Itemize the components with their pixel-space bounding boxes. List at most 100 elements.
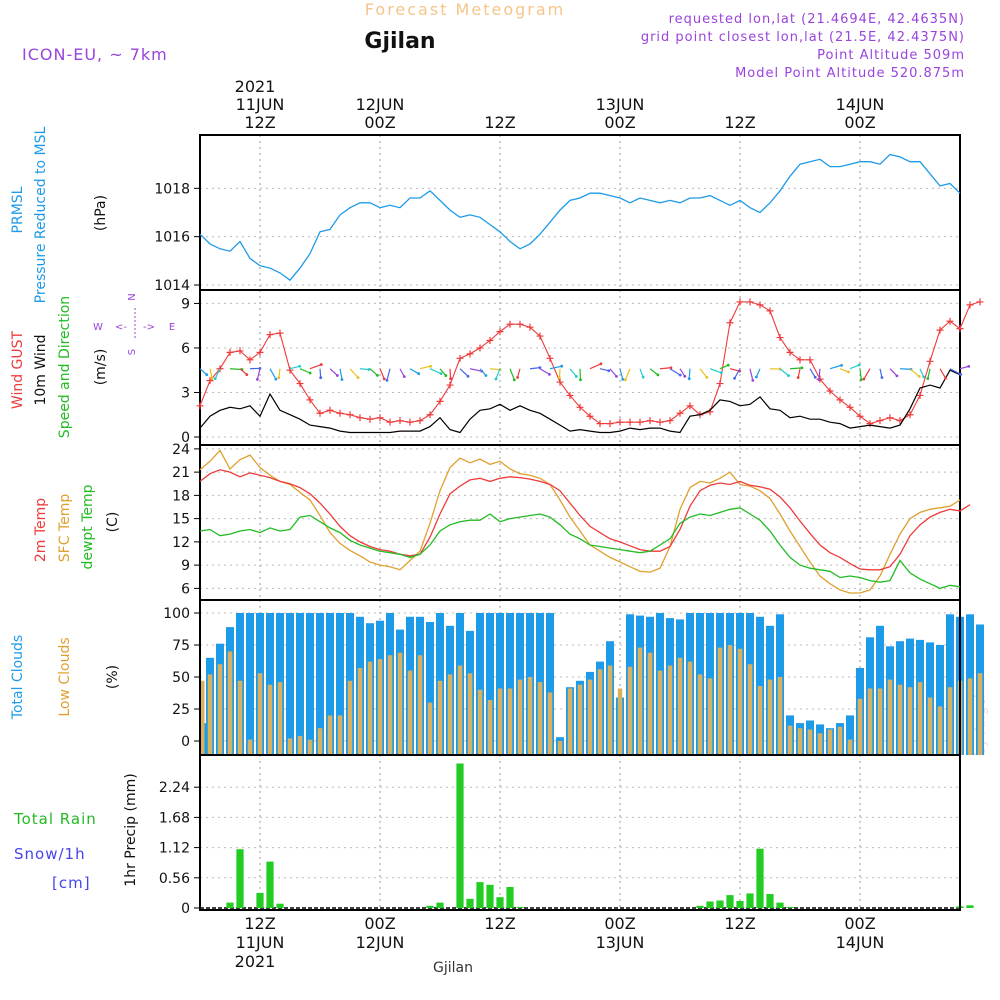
gust-point (966, 301, 974, 309)
wind-arrow-head (579, 378, 582, 382)
wind10m-line (199, 369, 961, 434)
wind-arrow (797, 368, 801, 378)
temp-label-dewpt: dewpt Temp (80, 484, 96, 569)
wind-arrow (889, 368, 898, 377)
gust-point (196, 402, 204, 410)
wind-arrow-head (678, 373, 682, 377)
precip-panel: 0 0.56 1.12 1.68 2.24 (159, 754, 974, 917)
wind-arrow-head (382, 377, 386, 381)
wind-arrow-head (258, 366, 262, 370)
gust-point (476, 344, 484, 352)
wind-arrow-head (800, 366, 804, 370)
y-tick-label: 0 (181, 901, 190, 917)
gust-point (206, 377, 214, 385)
total-cloud-bar (756, 616, 764, 755)
low-cloud-bar (207, 674, 213, 755)
wind-arrow (734, 368, 741, 379)
gust-point (856, 412, 864, 420)
rain-bar (476, 882, 484, 908)
bottom-hour-label: 12Z (244, 914, 275, 933)
wind-arrow (214, 368, 221, 379)
total-cloud-bar (496, 613, 504, 755)
wind-arrow (489, 368, 501, 371)
wind-arrow-head (376, 373, 379, 377)
bottom-hour-label: 12Z (724, 914, 755, 933)
gust-point (536, 332, 544, 340)
low-cloud-bar (297, 735, 303, 755)
gust-point (636, 418, 644, 426)
wind-arrow (399, 368, 405, 377)
gust-point (246, 356, 254, 364)
rain-bar (966, 905, 974, 908)
pressure-labels: PRMSL Pressure Reduced to MSL (hPa) (10, 126, 109, 303)
grid-point-coordinates: grid point closest lon,lat (21.5E, 42.43… (641, 30, 965, 45)
rain-bar (746, 893, 754, 908)
bottom-year: 2021 (235, 952, 276, 971)
gust-point (746, 298, 754, 306)
total-cloud-bar (316, 613, 324, 755)
wind-arrow-head (277, 376, 281, 380)
wind-panel: 0 3 6 9 (181, 289, 984, 446)
low-cloud-bar (277, 682, 283, 755)
low-cloud-bar (717, 647, 723, 755)
rain-bar (496, 897, 504, 908)
low-cloud-bar (487, 700, 493, 755)
wind-arrow-head (210, 377, 214, 380)
wind-arrow (549, 365, 562, 370)
low-cloud-bar (437, 680, 443, 755)
wind-arrow (959, 365, 969, 370)
wind-arrow-head (417, 372, 421, 376)
wind-labels: Wind GUST 10m Wind Speed and Direction (… (10, 293, 175, 438)
wind-arrow-head (335, 374, 339, 377)
y-tick-label: 1014 (154, 278, 190, 294)
gust-point (576, 403, 584, 411)
wind-arrow (369, 368, 378, 376)
gust-point (216, 365, 224, 373)
total-cloud-bar (946, 614, 954, 755)
wind-arrow (309, 364, 322, 370)
gust-point (506, 320, 514, 328)
wind-arrow (599, 368, 609, 372)
bottom-hour-label: 00Z (604, 914, 635, 933)
wind-arrow-head (926, 377, 930, 380)
low-cloud-bar (787, 725, 793, 755)
gust-point (346, 411, 354, 419)
bottom-day-label: 12JUN (356, 933, 405, 952)
low-cloud-bar (267, 684, 273, 755)
low-cloud-bar (797, 728, 803, 755)
low-cloud-bar (377, 659, 383, 755)
low-cloud-bar (657, 670, 663, 755)
wind-arrow (199, 368, 208, 376)
top-day-label: 12JUN (356, 95, 405, 114)
low-cloud-bar (887, 679, 893, 755)
wind-arrow-head (656, 373, 660, 377)
gust-point (936, 326, 944, 334)
wind-arrow-head (213, 377, 217, 381)
low-cloud-bar (947, 687, 953, 755)
top-hour-label: 12Z (484, 113, 515, 132)
gust-point (336, 409, 344, 417)
total-cloud-bar (246, 613, 254, 755)
temp-label-sfc: SFC Temp (57, 494, 73, 563)
wind-arrow-head (813, 375, 817, 379)
total-cloud-bar (336, 613, 344, 755)
location-title: Gjilan (364, 29, 435, 54)
gust-point (456, 354, 464, 362)
low-cloud-bar (727, 645, 733, 755)
wind-arrow-head (733, 376, 736, 380)
rain-bar (466, 898, 474, 908)
rain-bar (236, 849, 244, 908)
wind-arrow (639, 368, 644, 378)
wind-arrow (779, 368, 789, 377)
wind-arrow-head (449, 377, 452, 381)
footer-location: Gjilan (433, 960, 473, 976)
gust-point (366, 415, 374, 423)
low-cloud-bar (317, 728, 323, 755)
low-cloud-bar (447, 674, 453, 755)
y-tick-label: 9 (181, 558, 190, 574)
compass-rose: N S W E <- -> (93, 293, 175, 355)
gust-point (886, 414, 894, 422)
wind-arrow (729, 368, 740, 372)
wind-arrow-head (726, 363, 730, 367)
